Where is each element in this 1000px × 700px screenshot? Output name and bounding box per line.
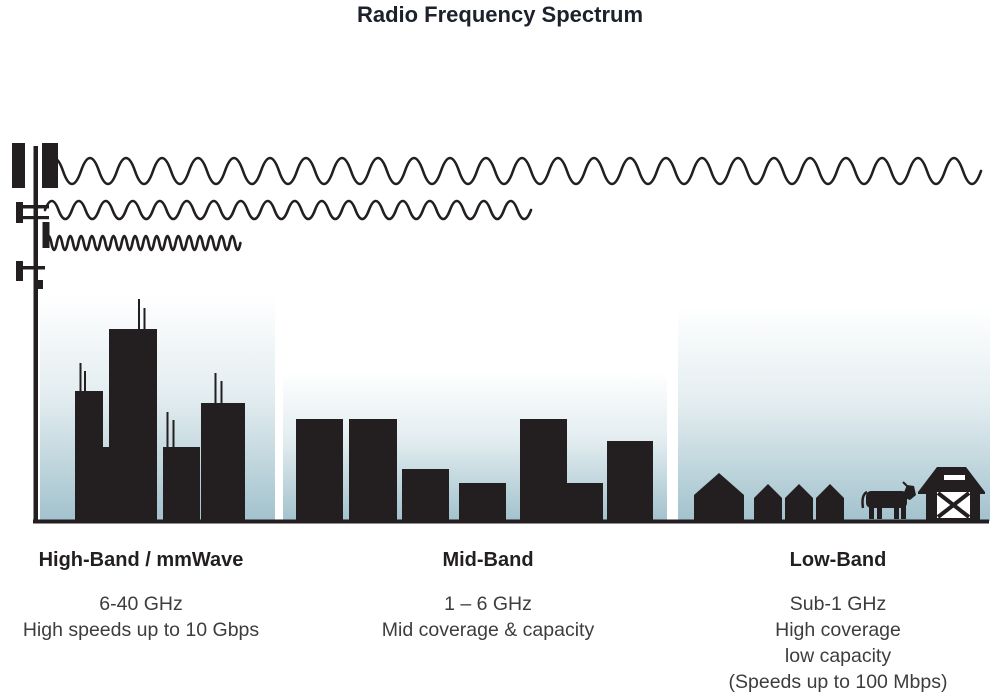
radio-waves (43, 156, 983, 252)
low-band-heading: Low-Band (789, 549, 887, 571)
barn-icon (918, 467, 985, 520)
spectrum-illustration (12, 143, 990, 524)
house-icon (816, 484, 844, 520)
low-band-scene (694, 467, 985, 520)
cell-tower-icon (12, 143, 58, 522)
high-band-description: High speeds up to 10 Gbps (22, 619, 260, 641)
cow-icon (861, 481, 916, 519)
mid-band-frequency: 1 – 6 GHz (444, 593, 532, 615)
rooftop-antennas (79, 299, 223, 447)
house-icon (754, 484, 782, 520)
mid-band-wave (43, 199, 533, 221)
house-icon (694, 473, 744, 520)
high-band-label: High-Band / mmWave 6-40 GHz High speeds … (1, 548, 281, 643)
low-band-frequency: Sub-1 GHz (789, 593, 887, 615)
mid-band-description: Mid coverage & capacity (381, 619, 595, 641)
high-band-frequency: 6-40 GHz (99, 593, 183, 615)
low-band-wave (43, 156, 983, 186)
high-band-wave (44, 234, 242, 252)
high-band-heading: High-Band / mmWave (38, 549, 244, 571)
mid-band-heading: Mid-Band (442, 549, 534, 571)
mid-band-buildings (296, 419, 653, 520)
low-band-label: Low-Band Sub-1 GHz High coverage low cap… (698, 548, 978, 695)
house-icon (785, 484, 813, 520)
page-title: Radio Frequency Spectrum (356, 2, 644, 27)
mid-band-label: Mid-Band 1 – 6 GHz Mid coverage & capaci… (348, 548, 628, 643)
low-band-description: low capacity (784, 645, 892, 667)
low-band-description: High coverage (775, 619, 901, 641)
high-band-buildings (75, 299, 245, 520)
low-band-speed: (Speeds up to 100 Mbps) (728, 671, 948, 693)
